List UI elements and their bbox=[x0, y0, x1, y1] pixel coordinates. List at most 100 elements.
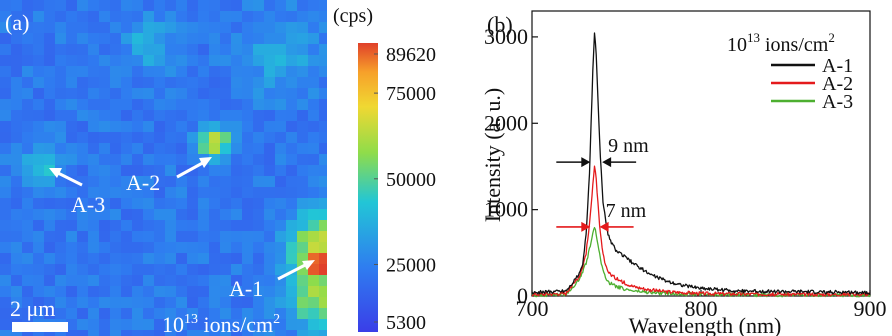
map-pixel bbox=[253, 110, 265, 122]
map-pixel bbox=[209, 220, 221, 232]
map-pixel bbox=[253, 209, 265, 221]
map-pixel bbox=[286, 253, 298, 265]
map-pixel bbox=[0, 33, 12, 45]
arrow-a1 bbox=[277, 260, 315, 281]
map-pixel bbox=[242, 297, 254, 309]
map-pixel bbox=[275, 22, 287, 34]
map-pixel bbox=[77, 286, 89, 298]
map-pixel bbox=[264, 187, 276, 199]
map-pixel bbox=[44, 99, 56, 111]
map-pixel bbox=[275, 308, 287, 320]
map-pixel bbox=[165, 11, 177, 23]
map-pixel bbox=[297, 275, 309, 287]
map-pixel bbox=[209, 165, 221, 177]
map-pixel bbox=[55, 308, 67, 320]
map-pixel bbox=[88, 264, 100, 276]
map-pixel bbox=[253, 88, 265, 100]
map-pixel bbox=[264, 308, 276, 320]
map-pixel bbox=[297, 220, 309, 232]
map-pixel bbox=[44, 143, 56, 155]
map-pixel bbox=[275, 154, 287, 166]
map-pixel bbox=[132, 297, 144, 309]
map-pixel bbox=[220, 286, 232, 298]
map-pixel bbox=[231, 165, 243, 177]
map-pixel bbox=[143, 209, 155, 221]
map-pixel bbox=[44, 132, 56, 144]
map-pixel bbox=[99, 11, 111, 23]
map-pixel bbox=[143, 198, 155, 210]
map-pixel bbox=[286, 55, 298, 67]
y-axis-label: Intensity (a. u.) bbox=[480, 88, 505, 222]
map-pixel bbox=[0, 275, 12, 287]
map-pixel bbox=[22, 88, 34, 100]
map-pixel bbox=[143, 220, 155, 232]
map-pixel bbox=[99, 110, 111, 122]
map-pixel bbox=[44, 264, 56, 276]
map-pixel bbox=[66, 330, 78, 336]
map-pixel bbox=[286, 0, 298, 12]
map-pixel bbox=[319, 308, 327, 320]
map-pixel bbox=[176, 176, 188, 188]
map-pixel bbox=[110, 187, 122, 199]
map-pixel bbox=[231, 77, 243, 89]
map-pixel bbox=[55, 121, 67, 133]
map-pixel bbox=[132, 220, 144, 232]
map-pixel bbox=[143, 11, 155, 23]
y-tick-label: 0 bbox=[517, 283, 528, 308]
map-pixel bbox=[198, 165, 210, 177]
map-pixel bbox=[198, 286, 210, 298]
map-pixel bbox=[121, 231, 133, 243]
map-pixel bbox=[110, 286, 122, 298]
map-pixel bbox=[319, 319, 327, 331]
map-pixel bbox=[231, 330, 243, 336]
map-pixel bbox=[121, 11, 133, 23]
map-pixel bbox=[242, 220, 254, 232]
map-pixel bbox=[319, 165, 327, 177]
map-pixel bbox=[88, 154, 100, 166]
map-pixel bbox=[198, 330, 210, 336]
map-pixel bbox=[110, 220, 122, 232]
map-pixel bbox=[77, 99, 89, 111]
map-pixel bbox=[55, 132, 67, 144]
map-pixel bbox=[165, 88, 177, 100]
map-pixel bbox=[242, 55, 254, 67]
map-pixel bbox=[99, 165, 111, 177]
map-pixel bbox=[154, 88, 166, 100]
legend-title: 1013 ions/cm2 bbox=[727, 30, 835, 56]
map-pixel bbox=[22, 11, 34, 23]
map-pixel bbox=[22, 253, 34, 265]
map-pixel bbox=[44, 176, 56, 188]
map-pixel bbox=[66, 77, 78, 89]
map-pixel bbox=[154, 66, 166, 78]
map-pixel bbox=[11, 154, 23, 166]
map-pixel bbox=[11, 165, 23, 177]
map-pixel bbox=[143, 99, 155, 111]
map-pixel bbox=[143, 231, 155, 243]
map-pixel bbox=[187, 275, 199, 287]
map-pixel bbox=[143, 33, 155, 45]
map-pixel bbox=[275, 264, 287, 276]
map-pixel bbox=[110, 88, 122, 100]
map-pixel bbox=[198, 264, 210, 276]
map-pixel bbox=[110, 319, 122, 331]
map-pixel bbox=[121, 187, 133, 199]
map-pixel bbox=[11, 77, 23, 89]
legend: 1013 ions/cm2 A-1A-2A-3 bbox=[727, 30, 853, 113]
map-pixel bbox=[132, 253, 144, 265]
map-pixel bbox=[154, 110, 166, 122]
map-pixel bbox=[220, 253, 232, 265]
map-pixel bbox=[231, 55, 243, 67]
map-pixel bbox=[11, 187, 23, 199]
map-pixel bbox=[121, 99, 133, 111]
map-pixel bbox=[209, 11, 221, 23]
fwhm-marker bbox=[556, 157, 637, 168]
map-pixel bbox=[165, 55, 177, 67]
map-pixel bbox=[165, 330, 177, 336]
y-tick-label: 1000 bbox=[484, 197, 528, 222]
map-pixel bbox=[77, 0, 89, 12]
map-pixel bbox=[220, 176, 232, 188]
map-pixel bbox=[33, 253, 45, 265]
x-tick-label: 700 bbox=[516, 296, 549, 321]
legend-label: A-3 bbox=[822, 91, 853, 113]
scale-bar-label: 2 μm bbox=[10, 296, 55, 321]
